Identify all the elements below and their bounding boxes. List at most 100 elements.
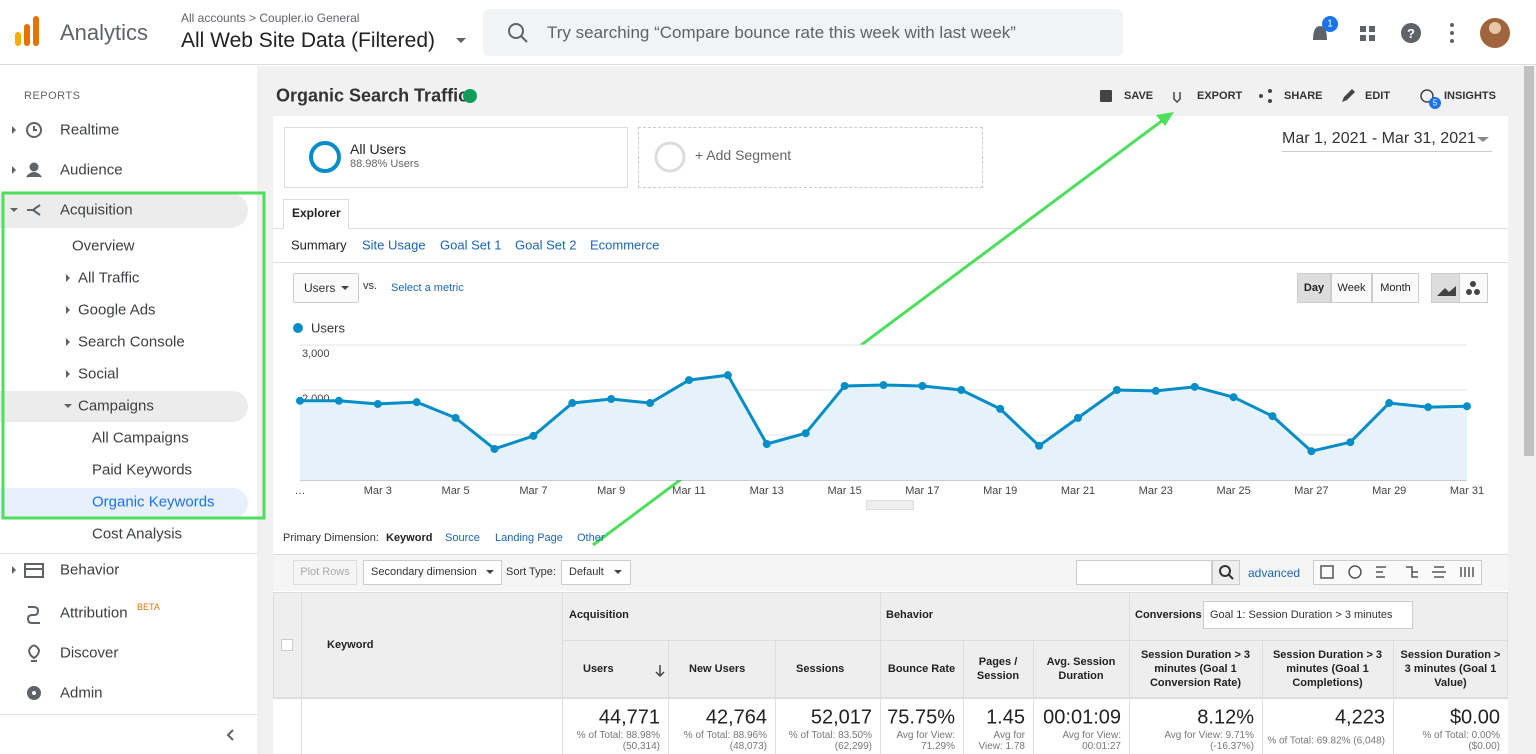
tab[interactable]: Explorer xyxy=(292,206,341,220)
breadcrumb[interactable]: All accounts > Coupler.io General xyxy=(181,11,360,25)
nav-item[interactable]: All Traffic xyxy=(78,269,140,287)
verified-icon xyxy=(463,89,477,103)
nav-item[interactable]: Attribution xyxy=(60,604,128,622)
point xyxy=(1385,399,1394,408)
plot-rows: Plot Rows xyxy=(300,566,350,578)
add-segment[interactable]: + Add Segment xyxy=(695,147,792,163)
notification-count: 1 xyxy=(1327,18,1333,30)
nav-item[interactable]: Paid Keywords xyxy=(92,461,193,479)
granularity-button[interactable] xyxy=(1372,273,1419,303)
chart-type-button[interactable] xyxy=(1459,273,1488,303)
dimension-link[interactable]: Source xyxy=(445,532,480,544)
nav-item[interactable]: Acquisition xyxy=(60,201,133,219)
x-tick-label: … xyxy=(295,485,306,497)
explorer-tab[interactable] xyxy=(283,199,349,229)
col-divider xyxy=(1129,592,1130,754)
column-header: Keyword xyxy=(327,639,374,651)
nav-item[interactable]: Admin xyxy=(60,684,103,702)
column-header: Session Duration > 3 minutes (Goal 1 Val… xyxy=(1400,649,1501,689)
action-button[interactable]: INSIGHTS xyxy=(1444,90,1496,102)
add-segment-card[interactable] xyxy=(638,127,983,188)
insights-badge: 5 xyxy=(1432,98,1438,108)
column-group: Behavior xyxy=(886,609,934,621)
total-value: 75.75% xyxy=(887,706,955,729)
nav-item[interactable]: Behavior xyxy=(60,561,120,579)
advanced-link[interactable]: advanced xyxy=(1248,566,1301,580)
search-box[interactable] xyxy=(483,9,1123,56)
nav-item[interactable]: Realtime xyxy=(60,121,120,139)
column-header: Session Duration > 3 minutes (Goal 1 Com… xyxy=(1272,649,1383,689)
sort-type-dropdown[interactable] xyxy=(561,560,631,585)
nav-item[interactable]: Search Console xyxy=(78,333,185,351)
point xyxy=(1307,447,1316,456)
point xyxy=(1151,386,1160,395)
column-header: Session Duration > 3 minutes (Goal 1 Con… xyxy=(1140,649,1251,689)
nav-item[interactable]: Campaigns xyxy=(78,397,154,415)
view-selector[interactable]: All Web Site Data (Filtered) xyxy=(181,29,436,52)
nav-item[interactable]: Audience xyxy=(60,161,123,179)
table-search-button[interactable] xyxy=(1212,560,1240,585)
nav-item[interactable]: All Campaigns xyxy=(92,429,189,447)
total-detail: Avg for View: 1.78 xyxy=(978,730,1025,752)
secondary-dimension-dropdown[interactable] xyxy=(363,560,502,585)
subtab[interactable]: Summary xyxy=(291,237,347,253)
subtab[interactable]: Goal Set 2 xyxy=(515,237,577,253)
nav-item[interactable]: Overview xyxy=(72,237,135,255)
point xyxy=(996,404,1005,413)
nav-item[interactable]: Cost Analysis xyxy=(92,525,183,543)
total-value: 1.45 xyxy=(986,706,1025,729)
action-button[interactable]: EDIT xyxy=(1365,90,1391,102)
subtab[interactable]: Site Usage xyxy=(362,237,426,253)
nav-item[interactable]: Social xyxy=(78,365,119,383)
granularity-button[interactable] xyxy=(1331,273,1372,303)
table-header xyxy=(273,592,1508,698)
dimension-link[interactable]: Keyword xyxy=(386,532,433,544)
column-header: Pages / Session xyxy=(976,656,1020,682)
dimension-link[interactable]: Other xyxy=(577,532,605,544)
table-search-input[interactable] xyxy=(1076,560,1212,585)
date-range[interactable]: Mar 1, 2021 - Mar 31, 2021 xyxy=(1282,130,1476,147)
total-detail: % of Total: 83.50% (62,299) xyxy=(788,730,872,752)
total-value: 42,764 xyxy=(705,706,767,729)
col-divider xyxy=(1262,640,1263,754)
column-header: Bounce Rate xyxy=(887,663,956,675)
view-buttons[interactable] xyxy=(1313,560,1482,585)
action-button[interactable]: SAVE xyxy=(1124,90,1154,102)
product-name: Analytics xyxy=(60,20,149,45)
nav-item[interactable]: Google Ads xyxy=(78,301,156,319)
total-value: 8.12% xyxy=(1197,706,1254,729)
nav-item[interactable]: Discover xyxy=(60,644,119,662)
plot-rows-button[interactable] xyxy=(293,560,357,585)
total-detail: % of Total: 88.96% (48,073) xyxy=(683,730,767,752)
sort-type: Default xyxy=(569,566,604,578)
point xyxy=(762,440,771,448)
point xyxy=(1346,438,1355,447)
search-placeholder[interactable]: Try searching “Compare bounce rate this … xyxy=(547,23,1016,42)
col-divider xyxy=(880,592,881,754)
select-metric[interactable]: Select a metric xyxy=(391,282,464,294)
legend-label: Users xyxy=(311,320,345,335)
col-divider xyxy=(775,640,776,754)
granularity-button[interactable] xyxy=(1297,273,1331,303)
total-value: 52,017 xyxy=(810,706,872,729)
total-detail: Avg for View: 00:01:27 xyxy=(1062,730,1121,752)
x-tick-label: Mar 13 xyxy=(750,485,784,497)
subtab[interactable]: Goal Set 1 xyxy=(440,237,502,253)
chart-type-button[interactable] xyxy=(1431,273,1460,303)
checkbox[interactable] xyxy=(281,639,293,651)
point xyxy=(1424,403,1433,412)
action-button[interactable]: EXPORT xyxy=(1197,90,1243,102)
point xyxy=(957,386,966,394)
goal-dropdown[interactable] xyxy=(1203,601,1413,629)
sort-type-label: Sort Type: xyxy=(506,566,556,578)
nav-item[interactable]: Organic Keywords xyxy=(92,493,215,511)
subtab[interactable]: Ecommerce xyxy=(590,237,660,253)
granularity-label: Day xyxy=(1303,282,1325,294)
action-button[interactable]: SHARE xyxy=(1284,90,1323,102)
segment-card[interactable] xyxy=(284,127,628,188)
segment-detail: 88.98% Users xyxy=(350,158,420,170)
dimension-link[interactable]: Landing Page xyxy=(495,532,563,544)
point xyxy=(1190,382,1199,391)
col-divider xyxy=(1393,640,1394,754)
secondary-dimension: Secondary dimension xyxy=(371,566,477,578)
